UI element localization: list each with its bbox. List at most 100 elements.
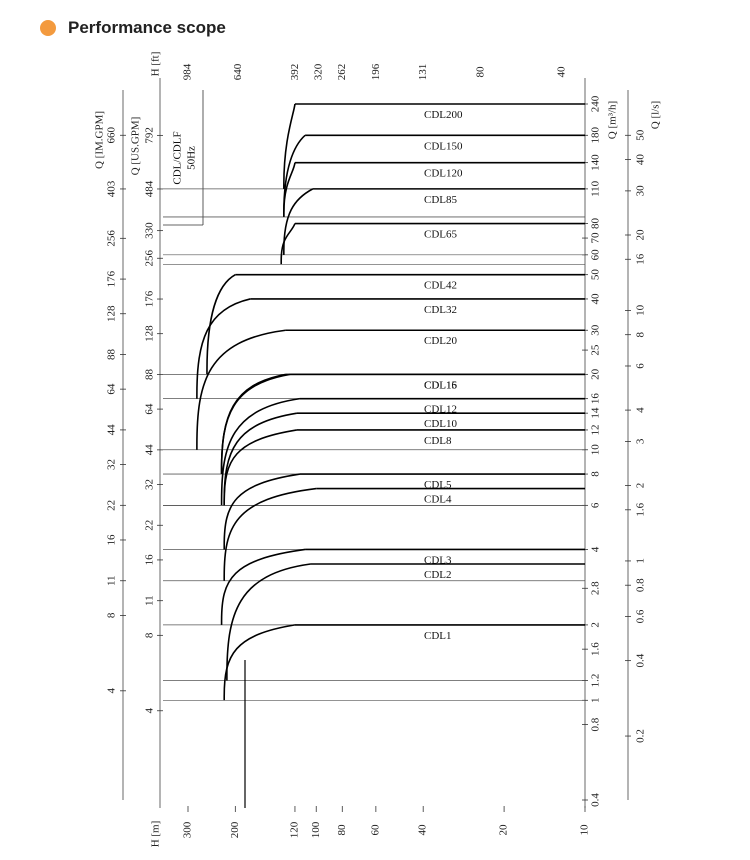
head-m-tick-label: 200 — [229, 821, 241, 838]
head-ft-tick-label: 80 — [474, 66, 486, 78]
head-m-tick-label: 60 — [369, 824, 381, 836]
flow-imgpm-tick-label: 22 — [106, 500, 118, 511]
flow-ls-tick-label: 0.8 — [635, 578, 647, 592]
flow-ls-tick-label: 10 — [635, 304, 647, 316]
annotation-text: CDL/CDLF — [172, 131, 184, 184]
series-cdl120: CDL120 — [163, 161, 585, 218]
series-cdl20: CDL20 — [163, 329, 585, 451]
series-label: CDL32 — [424, 304, 457, 316]
series-curve — [226, 563, 311, 681]
flow-m3h-tick-label: 0.4 — [590, 793, 602, 807]
flow-ls-tick-label: 16 — [635, 253, 647, 265]
flow-m3h-tick-label: 240 — [590, 95, 602, 112]
head-m-tick-label: 100 — [310, 821, 322, 838]
series-cdl42: CDL42 — [163, 273, 585, 375]
flow-m3h-tick-label: 6 — [590, 502, 602, 508]
flow-m3h-tick-label: 12 — [590, 424, 602, 435]
flow-ls-tick-label: 0.4 — [635, 653, 647, 667]
flow-imgpm-tick-label: 11 — [106, 575, 118, 586]
flow-ls-tick-label: 3 — [635, 438, 647, 444]
series-cdl32: CDL32 — [163, 298, 585, 399]
flow-usgpm-tick-label: 256 — [144, 250, 156, 267]
flow-usgpm-tick-label: 330 — [144, 222, 156, 239]
flow-imgpm-tick-label: 44 — [106, 424, 118, 436]
flow-m3h-axis-label: Q [m³/h] — [607, 101, 619, 139]
flow-ls-tick-label: 0.6 — [635, 609, 647, 623]
flow-imgpm-tick-label: 64 — [106, 383, 118, 395]
series-curve — [223, 487, 317, 581]
series-cdl2: CDL2 — [163, 563, 585, 681]
series-curve — [283, 103, 296, 189]
flow-m3h-tick-label: 1.2 — [590, 674, 602, 688]
head-ft-tick-label: 262 — [336, 64, 348, 81]
series-curve — [220, 548, 306, 625]
series-label: CDL20 — [424, 335, 458, 347]
flow-m3h-tick-label: 0.8 — [590, 717, 602, 731]
head-ft-tick-label: 392 — [289, 64, 301, 81]
flow-m3h-tick-label: 2 — [590, 622, 602, 628]
flow-ls-tick-label: 4 — [635, 407, 647, 413]
series-cdl4: CDL4 — [163, 487, 585, 582]
flow-m3h-tick-label: 16 — [590, 393, 602, 405]
series-curve — [223, 624, 296, 701]
flow-m3h-tick-label: 20 — [590, 368, 602, 380]
series-label: CDL65 — [424, 229, 458, 241]
head-ft-axis-label: H [ft] — [150, 52, 162, 77]
head-m-tick-label: 300 — [182, 821, 194, 838]
series-label: CDL200 — [424, 109, 463, 121]
series-curve — [196, 298, 251, 399]
flow-imgpm-tick-label: 176 — [106, 270, 118, 287]
flow-ls-tick-label: 20 — [635, 229, 647, 241]
flow-ls-tick-label: 1.6 — [635, 502, 647, 516]
flow-imgpm-tick-label: 88 — [106, 348, 118, 360]
head-m-tick-label: 120 — [288, 821, 300, 838]
head-m-axis-label: H [m] — [150, 821, 162, 848]
flow-m3h-tick-label: 80 — [590, 218, 602, 230]
series-curve — [223, 412, 298, 506]
flow-usgpm-tick-label: 88 — [144, 368, 156, 380]
series-label: CDL2 — [424, 569, 452, 581]
flow-imgpm-tick-label: 32 — [106, 459, 118, 470]
flow-imgpm-tick-label: 8 — [106, 612, 118, 618]
flow-ls-axis-label: Q [l/s] — [650, 101, 662, 129]
series-label: CDL16 — [424, 379, 458, 391]
flow-ls-tick-label: 30 — [635, 185, 647, 197]
flow-usgpm-tick-label: 176 — [144, 290, 156, 307]
head-ft-tick-label: 984 — [182, 63, 194, 80]
flow-usgpm-tick-label: 11 — [144, 595, 156, 606]
flow-usgpm-tick-label: 44 — [144, 444, 156, 456]
series-cdl8: CDL8 — [163, 429, 585, 506]
flow-imgpm-tick-label: 4 — [106, 688, 118, 694]
flow-m3h-tick-label: 10 — [590, 444, 602, 456]
flow-ls-tick-label: 8 — [635, 331, 647, 337]
flow-m3h-tick-label: 40 — [590, 293, 602, 305]
series-curve — [223, 473, 301, 550]
head-ft-tick-label: 640 — [232, 63, 244, 80]
head-ft-tick-label: 320 — [313, 63, 325, 80]
head-m-tick-label: 10 — [579, 824, 591, 836]
flow-usgpm-axis-label: Q [US.GPM] — [130, 117, 142, 176]
flow-m3h-tick-label: 60 — [590, 249, 602, 261]
flow-m3h-tick-label: 1.6 — [590, 642, 602, 656]
flow-imgpm-tick-label: 128 — [106, 305, 118, 322]
flow-imgpm-tick-label: 256 — [106, 230, 118, 247]
flow-m3h-tick-label: 180 — [590, 127, 602, 144]
series-label: CDL8 — [424, 435, 452, 447]
series-curve — [206, 273, 236, 375]
section-header: Performance scope — [40, 14, 226, 42]
flow-m3h-tick-label: 140 — [590, 154, 602, 171]
series-curve — [220, 397, 301, 506]
series-curve — [196, 329, 286, 450]
flow-m3h-tick-label: 8 — [590, 471, 602, 477]
flow-ls-tick-label: 0.2 — [635, 729, 647, 743]
series-curve — [220, 373, 286, 475]
flow-imgpm-tick-label: 403 — [106, 180, 118, 197]
series-label: CDL10 — [424, 418, 458, 430]
flow-ls-tick-label: 2 — [635, 483, 647, 489]
flow-ls-tick-label: 1 — [635, 558, 647, 564]
flow-usgpm-tick-label: 22 — [144, 520, 156, 531]
series-cdl200: CDL200 — [163, 103, 585, 190]
flow-m3h-tick-label: 30 — [590, 324, 602, 336]
flow-usgpm-tick-label: 792 — [144, 127, 156, 144]
flow-m3h-tick-label: 70 — [590, 232, 602, 244]
